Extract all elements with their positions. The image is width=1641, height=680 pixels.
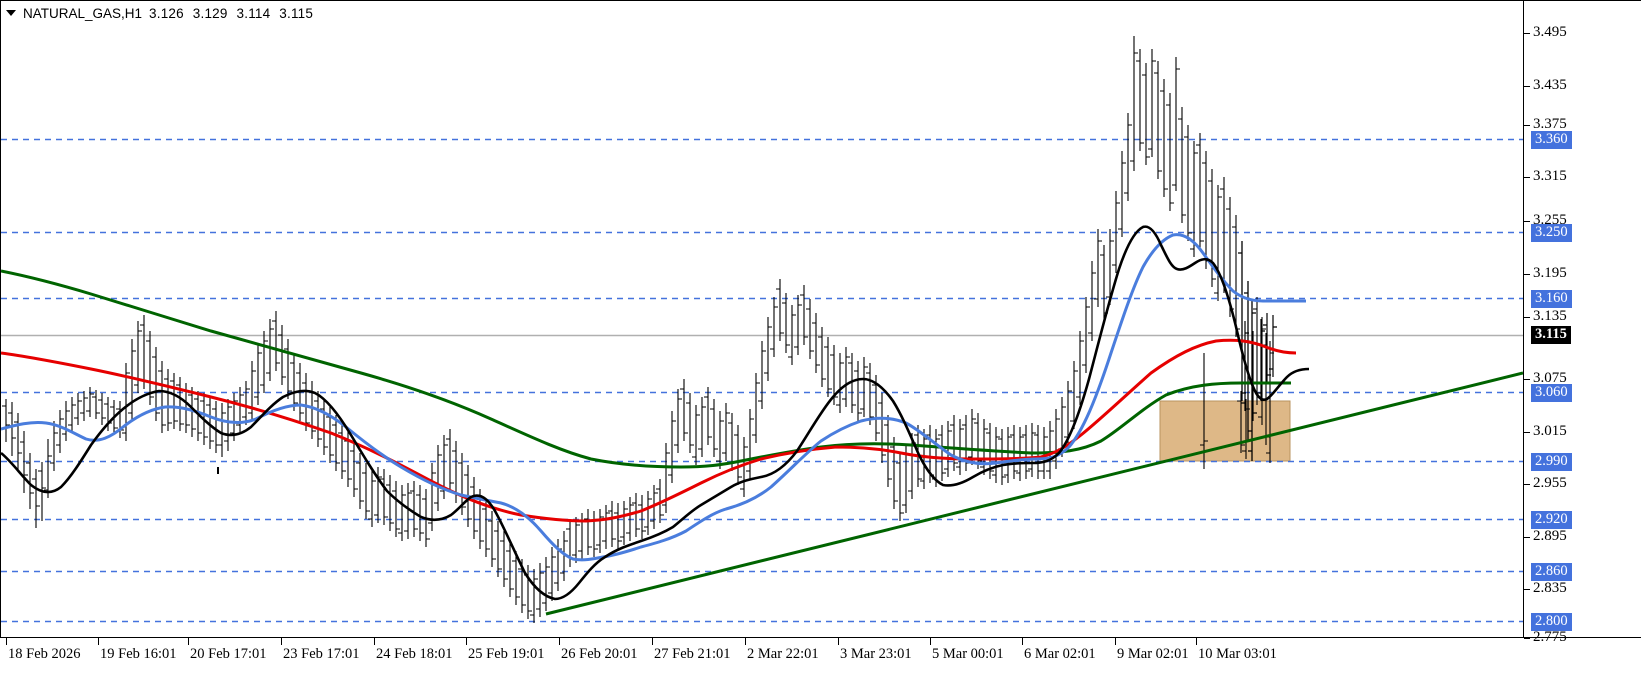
time-tick (559, 638, 560, 645)
triangle-down-icon[interactable] (6, 10, 16, 16)
ma-red-line (1, 338, 1297, 523)
price-tick-label: 2.955 (1533, 475, 1567, 491)
price-tick (1524, 177, 1530, 178)
price-axis[interactable]: 3.495 3.435 3.375 3.360 3.315 3.255 3.250 3.195… (1524, 0, 1641, 645)
price-chart-plot[interactable] (1, 1, 1523, 637)
price-tick (1524, 33, 1530, 34)
ma-blue-line (1, 233, 1306, 562)
ohlc-open: 3.126 (149, 5, 184, 21)
time-tick (838, 638, 839, 645)
price-tick-label: 2.895 (1533, 528, 1567, 544)
ohlc-high: 3.129 (192, 5, 228, 21)
chart-border-top (0, 0, 1641, 1)
price-level-badge[interactable]: 2.860 (1531, 563, 1572, 581)
price-tick-label: 3.495 (1533, 24, 1567, 40)
time-tick (1022, 638, 1023, 645)
price-tick (1524, 484, 1530, 485)
price-tick-label: 2.775 (1533, 629, 1567, 645)
price-level-badge[interactable]: 2.800 (1531, 613, 1572, 631)
price-level-badge[interactable]: 2.990 (1531, 453, 1572, 471)
time-tick (281, 638, 282, 645)
chart-border-left (0, 0, 1, 638)
price-tick-label: 3.195 (1533, 265, 1567, 281)
time-tick-label: 19 Feb 16:01 (100, 646, 177, 662)
time-tick-label: 24 Feb 18:01 (376, 646, 453, 662)
chart-border-right (1523, 0, 1524, 638)
time-tick (374, 638, 375, 645)
price-tick (1524, 379, 1530, 380)
time-tick (188, 638, 189, 645)
time-tick-label: 3 Mar 23:01 (840, 646, 912, 662)
price-tick-label: 3.375 (1533, 116, 1567, 132)
time-tick-label: 23 Feb 17:01 (283, 646, 360, 662)
price-tick-label: 3.075 (1533, 370, 1567, 386)
price-tick-label: 3.315 (1533, 168, 1567, 184)
symbol-label: NATURAL_GAS,H1 (23, 5, 143, 21)
price-tick-label: 3.135 (1533, 308, 1567, 324)
candlestick-series (2, 36, 1277, 623)
time-tick-label: 27 Feb 21:01 (654, 646, 731, 662)
level-lines (1, 138, 1523, 623)
price-tick (1524, 125, 1530, 126)
time-tick-label: 6 Mar 02:01 (1024, 646, 1096, 662)
symbol-header: NATURAL_GAS,H1 3.126 3.129 3.114 3.115 (6, 4, 318, 22)
price-tick (1524, 274, 1530, 275)
time-tick-label: 25 Feb 19:01 (468, 646, 545, 662)
price-tick-label: 2.835 (1533, 580, 1567, 596)
time-tick (6, 638, 7, 645)
price-tick (1524, 317, 1530, 318)
time-tick-label: 9 Mar 02:01 (1117, 646, 1189, 662)
chart-border-bottom (0, 637, 1641, 638)
ohlc-close: 3.115 (279, 5, 314, 21)
time-tick-label: 5 Mar 00:01 (932, 646, 1004, 662)
price-level-badge[interactable]: 3.250 (1531, 224, 1572, 242)
ascending-trendline[interactable] (545, 371, 1523, 616)
ma-black-line (1, 225, 1310, 601)
time-tick-label: 10 Mar 03:01 (1198, 646, 1277, 662)
price-tick (1524, 589, 1530, 590)
price-level-badge[interactable]: 3.060 (1531, 384, 1572, 402)
ohlc-low: 3.114 (236, 5, 271, 21)
current-price-badge[interactable]: 3.115 (1531, 326, 1571, 344)
time-tick (466, 638, 467, 645)
price-tick-label: 3.435 (1533, 77, 1567, 93)
ohlc-readout: 3.126 3.129 3.114 3.115 (149, 6, 318, 21)
time-tick-label: 26 Feb 20:01 (561, 646, 638, 662)
price-level-badge[interactable]: 2.920 (1531, 511, 1572, 529)
time-axis[interactable]: 18 Feb 2026 19 Feb 16:01 20 Feb 17:01 23 Fe… (0, 638, 1641, 680)
time-tick (1115, 638, 1116, 645)
price-tick (1524, 638, 1530, 639)
bar-marker (217, 467, 219, 474)
price-tick (1524, 86, 1530, 87)
price-tick (1524, 432, 1530, 433)
ma-green-line (1, 269, 1291, 469)
price-level-badge[interactable]: 3.360 (1531, 131, 1572, 149)
time-tick (98, 638, 99, 645)
price-tick-label: 3.255 (1533, 212, 1567, 228)
price-tick-label: 3.015 (1533, 423, 1567, 439)
price-level-badge[interactable]: 3.160 (1531, 290, 1572, 308)
time-tick-label: 20 Feb 17:01 (190, 646, 267, 662)
time-tick-label: 2 Mar 22:01 (747, 646, 819, 662)
time-tick-label: 18 Feb 2026 (8, 646, 81, 662)
time-tick (930, 638, 931, 645)
time-tick (745, 638, 746, 645)
time-tick (1196, 638, 1197, 645)
price-tick (1524, 537, 1530, 538)
price-tick (1524, 221, 1530, 222)
time-tick (652, 638, 653, 645)
